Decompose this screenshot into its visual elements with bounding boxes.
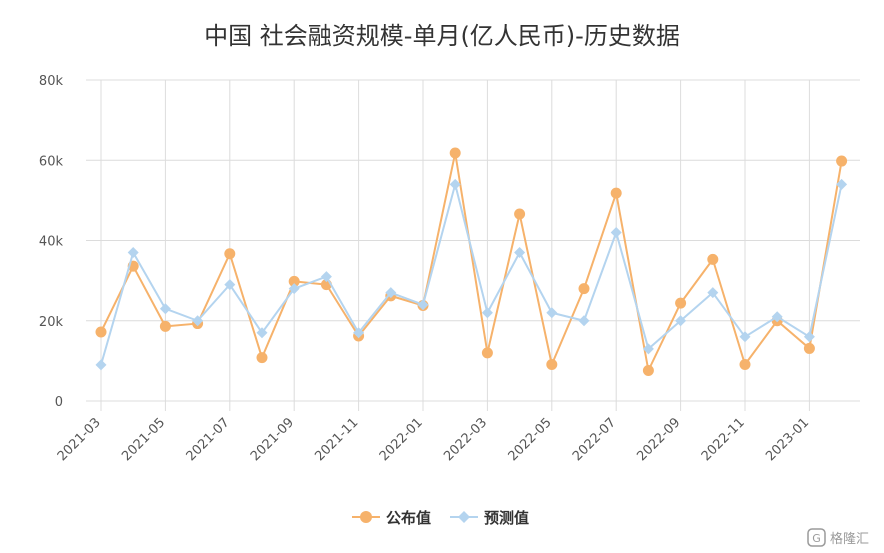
data-point-diamond[interactable] bbox=[127, 247, 139, 259]
chart-title: 中国 社会融资规模-单月(亿人民币)-历史数据 bbox=[204, 22, 680, 50]
data-point-circle[interactable] bbox=[739, 358, 751, 370]
data-point-circle[interactable] bbox=[836, 155, 848, 167]
data-point-diamond[interactable] bbox=[288, 283, 300, 295]
svg-text:G: G bbox=[812, 532, 821, 545]
data-point-diamond[interactable] bbox=[546, 307, 558, 319]
data-point-diamond[interactable] bbox=[836, 178, 848, 190]
data-point-circle[interactable] bbox=[514, 208, 526, 220]
data-point-diamond[interactable] bbox=[159, 303, 171, 315]
series-forecast bbox=[95, 178, 848, 371]
grid-layer bbox=[86, 79, 860, 411]
data-point-diamond[interactable] bbox=[771, 311, 783, 323]
legend-marker-diamond bbox=[458, 511, 470, 523]
y-tick-label: 0 bbox=[55, 395, 63, 410]
data-point-circle[interactable] bbox=[675, 297, 687, 309]
data-point-diamond[interactable] bbox=[803, 331, 815, 343]
y-tick-label: 20k bbox=[39, 315, 64, 330]
data-point-circle[interactable] bbox=[95, 326, 107, 338]
data-point-diamond[interactable] bbox=[610, 226, 622, 238]
watermark: G 格隆汇 bbox=[807, 528, 869, 547]
series-line bbox=[100, 183, 843, 366]
data-point-circle[interactable] bbox=[803, 342, 815, 354]
data-point-diamond[interactable] bbox=[514, 247, 526, 259]
data-point-diamond[interactable] bbox=[417, 299, 429, 311]
data-point-diamond[interactable] bbox=[353, 327, 365, 339]
data-point-diamond[interactable] bbox=[320, 271, 332, 283]
data-point-diamond[interactable] bbox=[256, 327, 268, 339]
watermark-text: 格隆汇 bbox=[830, 531, 869, 547]
data-point-circle[interactable] bbox=[224, 248, 236, 260]
data-point-diamond[interactable] bbox=[739, 331, 751, 343]
legend-item-published[interactable]: 公布值 bbox=[352, 509, 431, 527]
data-point-diamond[interactable] bbox=[385, 287, 397, 299]
data-point-diamond[interactable] bbox=[449, 178, 461, 190]
data-point-diamond[interactable] bbox=[95, 359, 107, 371]
data-point-circle[interactable] bbox=[256, 352, 268, 364]
legend-marker-circle bbox=[360, 511, 372, 523]
y-tick-label: 40k bbox=[39, 235, 64, 250]
data-point-diamond[interactable] bbox=[675, 315, 687, 327]
series-line bbox=[100, 152, 843, 372]
legend[interactable]: 公布值 预测值 bbox=[352, 509, 529, 527]
data-point-diamond[interactable] bbox=[224, 279, 236, 291]
series-layer bbox=[95, 147, 848, 377]
y-tick-label: 80k bbox=[39, 74, 64, 89]
data-point-circle[interactable] bbox=[642, 365, 654, 377]
gelonghui-logo-icon: G bbox=[807, 528, 826, 547]
data-point-diamond[interactable] bbox=[578, 315, 590, 327]
data-point-circle[interactable] bbox=[610, 187, 622, 199]
data-point-circle[interactable] bbox=[578, 283, 590, 295]
legend-label: 公布值 bbox=[386, 509, 431, 527]
y-tick-label: 60k bbox=[39, 154, 64, 169]
data-point-circle[interactable] bbox=[449, 147, 461, 159]
data-point-diamond[interactable] bbox=[192, 315, 204, 327]
data-point-diamond[interactable] bbox=[481, 307, 493, 319]
data-point-circle[interactable] bbox=[159, 320, 171, 332]
legend-item-forecast[interactable]: 预测值 bbox=[450, 509, 529, 527]
data-point-circle[interactable] bbox=[481, 347, 493, 359]
legend-label: 预测值 bbox=[484, 509, 529, 527]
data-point-circle[interactable] bbox=[288, 275, 300, 287]
data-point-circle[interactable] bbox=[707, 253, 719, 265]
data-point-circle[interactable] bbox=[546, 358, 558, 370]
data-point-diamond[interactable] bbox=[707, 287, 719, 299]
data-point-diamond[interactable] bbox=[642, 343, 654, 355]
